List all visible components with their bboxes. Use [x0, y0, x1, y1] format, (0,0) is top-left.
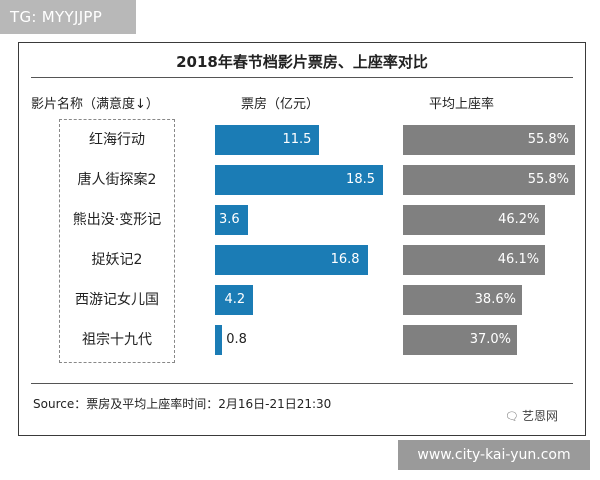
occupancy-label: 55.8% [527, 172, 569, 187]
chart-panel: 2018年春节档影片票房、上座率对比 影片名称（满意度↓） 票房（亿元） 平均上… [18, 42, 586, 436]
site-url-banner: www.city-kai-yun.com [398, 440, 590, 470]
movie-name: 西游记女儿国 [75, 292, 159, 308]
box-office-bar [215, 325, 223, 355]
brand-name: 艺恩网 [521, 409, 558, 423]
box-office-label: 3.6 [219, 212, 240, 227]
box-office-label: 18.5 [346, 172, 375, 187]
box-office-bar [215, 205, 248, 235]
box-office-label: 0.8 [226, 332, 247, 347]
occupancy-label: 55.8% [527, 132, 569, 147]
occupancy-bar [403, 125, 575, 155]
wechat-icon: 🗨 [505, 410, 519, 423]
column-header-box-office: 票房（亿元） [241, 97, 320, 112]
box-office-bar [215, 165, 383, 195]
brand: 🗨 艺恩网 [505, 407, 558, 424]
movie-name: 唐人街探案2 [77, 172, 157, 188]
movie-list-frame [59, 119, 175, 363]
column-header-movies: 影片名称（满意度↓） [31, 97, 159, 112]
box-office-label: 11.5 [282, 132, 312, 147]
box-office-bar [215, 125, 320, 155]
box-office-bar [215, 245, 368, 275]
title-divider [31, 77, 573, 78]
occupancy-bar [403, 165, 575, 195]
source-note: Source：票房及平均上座率时间：2月16日-21日21:30 [33, 397, 332, 411]
occupancy-label: 46.2% [498, 212, 540, 227]
occupancy-bar [403, 285, 522, 315]
watermark-tag: TG: MYYJJPP [0, 0, 136, 34]
occupancy-bar [403, 245, 546, 275]
box-office-label: 4.2 [224, 292, 246, 307]
source-divider [31, 383, 573, 384]
column-header-occupancy: 平均上座率 [429, 97, 495, 112]
movie-name: 祖宗十九代 [82, 332, 152, 348]
occupancy-label: 37.0% [469, 332, 512, 347]
occupancy-label: 38.6% [474, 292, 516, 307]
occupancy-bar [403, 325, 518, 355]
movie-name: 红海行动 [89, 132, 145, 148]
movie-name: 捉妖记2 [91, 252, 143, 268]
chart-title: 2018年春节档影片票房、上座率对比 [176, 53, 428, 71]
movie-name: 熊出没·变形记 [72, 212, 162, 228]
box-office-label: 16.8 [330, 252, 360, 267]
occupancy-label: 46.1% [497, 252, 540, 267]
box-office-bar [215, 285, 254, 315]
occupancy-bar [403, 205, 546, 235]
